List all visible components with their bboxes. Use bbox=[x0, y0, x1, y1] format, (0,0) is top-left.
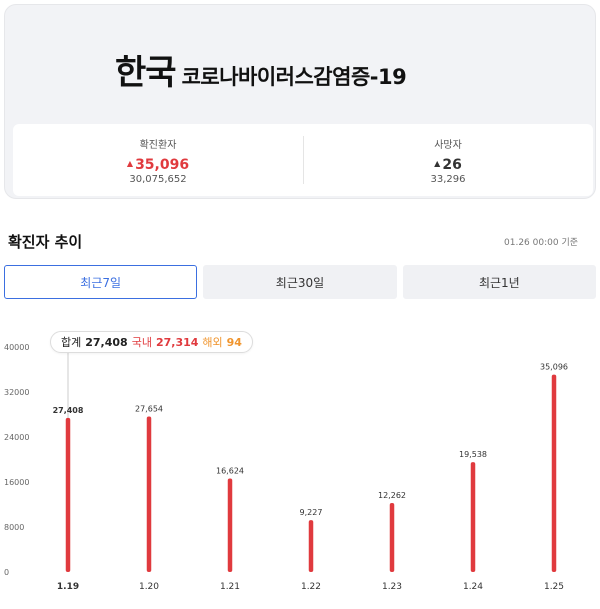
x-tick-label: 1.23 bbox=[382, 582, 402, 592]
stats-box: 확진환자 ▲ 35,096 30,075,652 사망자 ▲ 26 33,296 bbox=[13, 124, 593, 196]
x-tick-label: 1.22 bbox=[301, 582, 321, 592]
confirmed-total: 30,075,652 bbox=[129, 174, 187, 185]
y-tick-label: 16000 bbox=[4, 478, 29, 487]
chart-bar bbox=[227, 478, 233, 572]
stat-confirmed: 확진환자 ▲ 35,096 30,075,652 bbox=[13, 124, 303, 196]
section-title: 확진자 추이 bbox=[8, 233, 83, 251]
stat-deaths: 사망자 ▲ 26 33,296 bbox=[303, 124, 593, 196]
tooltip-domestic-value: 27,314 bbox=[155, 335, 199, 349]
x-tick-label: 1.20 bbox=[139, 582, 159, 592]
tab-recent-1-year[interactable]: 최근1년 bbox=[402, 265, 596, 299]
chart-tooltip: 합계 27,408 국내 27,314 해외 94 bbox=[50, 331, 253, 353]
disease-title: 코로나바이러스감염증-19 bbox=[181, 65, 407, 89]
basis-timestamp: 01.26 00:00 기준 bbox=[504, 238, 578, 248]
bar-value-label: 27,654 bbox=[135, 404, 163, 413]
tooltip-domestic-label: 국내 bbox=[131, 336, 152, 349]
confirmed-delta: ▲ 35,096 bbox=[13, 157, 303, 173]
x-tick-label: 1.25 bbox=[544, 582, 564, 592]
deaths-label: 사망자 bbox=[434, 140, 462, 151]
page-title: 한국 코로나바이러스감염증-19 bbox=[115, 45, 407, 94]
bar-value-label: 9,227 bbox=[300, 508, 323, 517]
tooltip-overseas-label: 해외 bbox=[202, 336, 223, 349]
chart-bar bbox=[308, 520, 314, 572]
bar-value-label: 35,096 bbox=[540, 363, 568, 372]
y-tick-label: 40000 bbox=[4, 343, 29, 352]
confirmed-delta-value: 35,096 bbox=[135, 157, 190, 173]
bar-value-label: 12,262 bbox=[378, 491, 406, 500]
up-arrow-icon: ▲ bbox=[434, 159, 441, 168]
summary-card: 한국 코로나바이러스감염증-19 확진환자 ▲ 35,096 30,075,652… bbox=[4, 4, 596, 199]
confirmed-label: 확진환자 bbox=[139, 140, 177, 151]
tooltip-sum-value: 27,408 bbox=[85, 335, 128, 349]
deaths-delta-value: 26 bbox=[442, 157, 462, 173]
deaths-delta: ▲ 26 bbox=[303, 157, 593, 173]
y-tick-label: 32000 bbox=[4, 388, 29, 397]
chart-bar bbox=[389, 503, 395, 572]
period-tabs: 최근7일 최근30일 최근1년 bbox=[4, 265, 596, 299]
bar-value-label: 16,624 bbox=[216, 466, 244, 475]
tooltip-sum-label: 합계 bbox=[61, 336, 82, 349]
chart-bar bbox=[470, 462, 476, 572]
bar-value-label: 19,538 bbox=[459, 450, 487, 459]
tooltip-overseas-value: 94 bbox=[226, 335, 242, 349]
chart-bar bbox=[65, 417, 71, 572]
y-tick-label: 24000 bbox=[4, 433, 29, 442]
x-tick-label: 1.21 bbox=[220, 582, 240, 592]
tab-recent-30-days[interactable]: 최근30일 bbox=[203, 265, 397, 299]
y-tick-label: 8000 bbox=[4, 523, 24, 532]
chart-bar bbox=[551, 374, 557, 572]
country-title: 한국 bbox=[115, 53, 177, 93]
chart-bar bbox=[146, 416, 152, 572]
x-tick-label: 1.19 bbox=[57, 582, 79, 592]
up-arrow-icon: ▲ bbox=[126, 159, 134, 168]
deaths-total: 33,296 bbox=[430, 174, 466, 185]
confirmed-bar-chart: 0 8000 16000 24000 32000 40000 27,408 1.19 27,65… bbox=[4, 343, 568, 592]
bar-value-label: 27,408 bbox=[53, 406, 84, 415]
tab-recent-7-days[interactable]: 최근7일 bbox=[4, 265, 198, 299]
y-tick-label: 0 bbox=[4, 568, 9, 577]
x-tick-label: 1.24 bbox=[463, 582, 483, 592]
